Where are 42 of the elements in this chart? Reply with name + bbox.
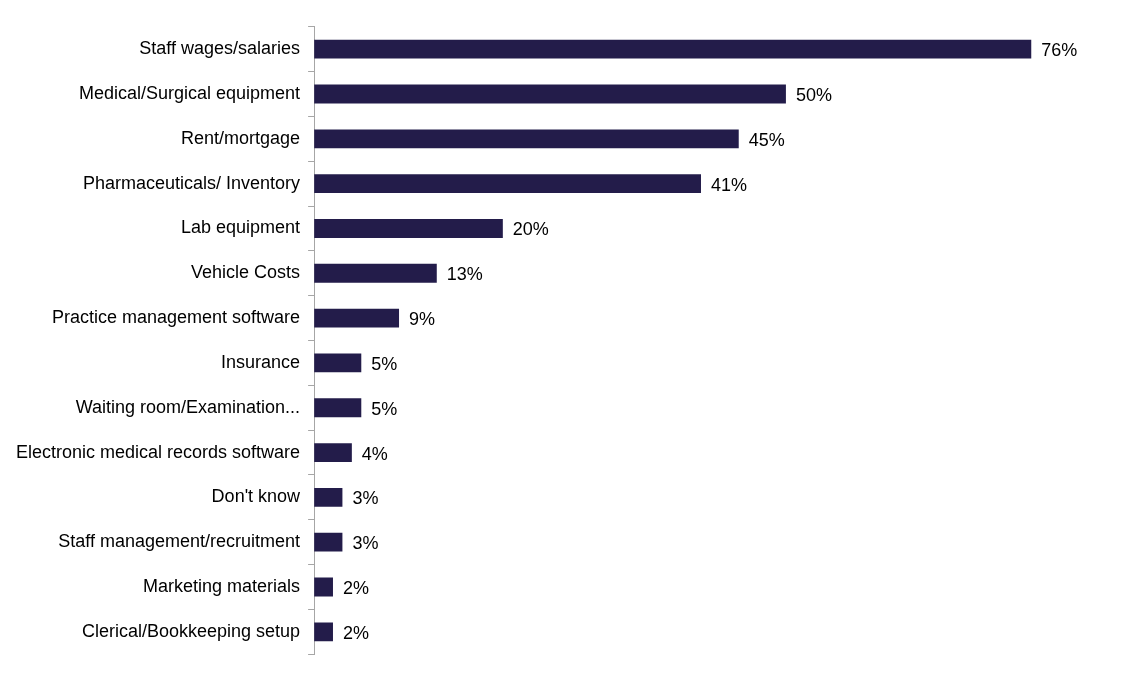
- y-tick-label: Waiting room/Examination...: [75, 396, 301, 417]
- y-tick-label: Marketing materials: [143, 575, 301, 596]
- bar: [314, 219, 503, 238]
- y-tick-label: Practice management software: [51, 307, 301, 328]
- y-tick-label: Don't know: [211, 486, 302, 507]
- bar: [314, 84, 786, 104]
- y-tick-label: Pharmaceuticals/ Inventory: [83, 172, 301, 193]
- bar: [314, 443, 352, 462]
- bar: [314, 487, 343, 507]
- bar: [314, 532, 343, 552]
- y-tick-label: Staff wages/salaries: [139, 38, 301, 59]
- data-label: 50%: [795, 84, 832, 105]
- bar: [314, 353, 362, 373]
- data-label: 45%: [748, 129, 785, 150]
- data-label: 5%: [371, 353, 398, 374]
- y-tick-label: Medical/Surgical equipment: [78, 82, 301, 103]
- data-label: 3%: [352, 488, 379, 509]
- data-label: 41%: [710, 174, 748, 195]
- data-label: 4%: [361, 443, 388, 464]
- data-label: 76%: [1041, 40, 1078, 61]
- y-tick-label: Lab equipment: [181, 217, 301, 238]
- bar: [314, 577, 333, 597]
- data-label: 2%: [342, 577, 369, 598]
- bar: [314, 263, 437, 283]
- bar: [314, 622, 333, 642]
- bar: [314, 398, 362, 418]
- data-label: 5%: [371, 398, 398, 419]
- bar: [314, 174, 701, 194]
- y-tick-label: Clerical/Bookkeeping setup: [81, 620, 301, 641]
- bar: [314, 129, 739, 149]
- data-label: 2%: [342, 622, 369, 643]
- data-label: 20%: [512, 219, 549, 240]
- data-label: 13%: [446, 264, 483, 285]
- bar: [314, 308, 400, 328]
- y-tick-label: Staff management/recruitment: [58, 531, 301, 552]
- y-tick-label: Rent/mortgage: [181, 127, 301, 148]
- data-label: 3%: [352, 533, 379, 554]
- y-tick-label: Vehicle Costs: [191, 262, 301, 283]
- bar: [314, 39, 1032, 59]
- data-label: 9%: [409, 309, 436, 330]
- y-tick-label: Insurance: [221, 351, 301, 372]
- y-tick-label: Electronic medical records software: [16, 441, 301, 462]
